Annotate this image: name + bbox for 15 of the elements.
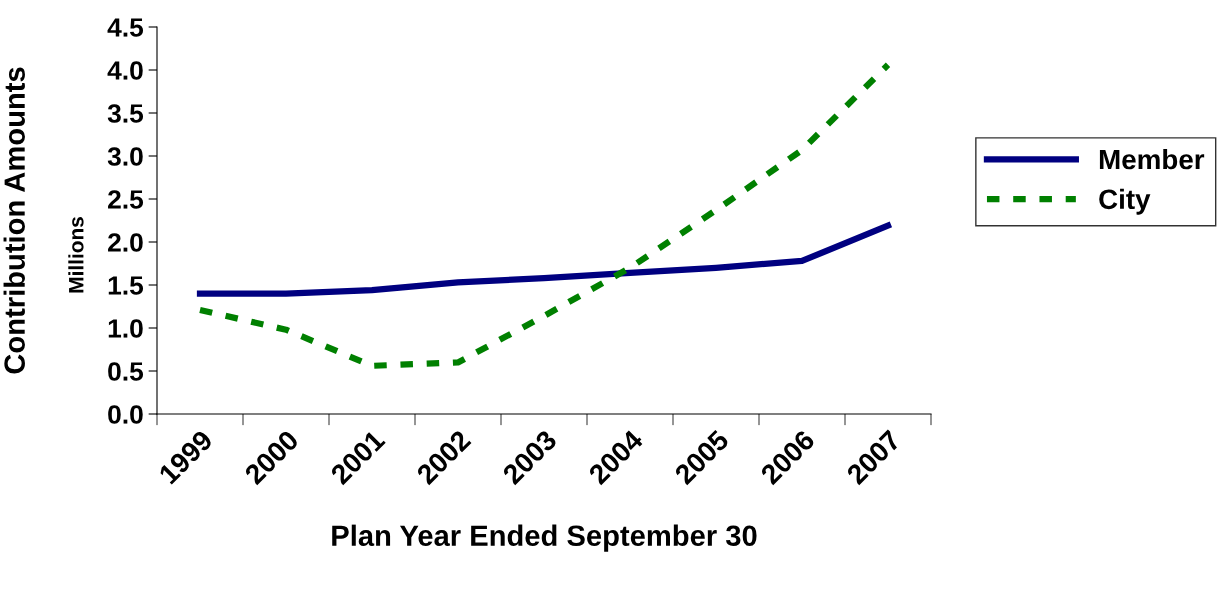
y-tick-label: 1.0 <box>108 319 143 338</box>
y-tick-label: 4.5 <box>107 18 144 37</box>
y-axis-title: Contribution Amounts <box>3 67 25 374</box>
y-tick-label: 1.5 <box>108 276 144 295</box>
y-tick-label: 3.0 <box>107 147 143 166</box>
y-tick-label: 4.0 <box>107 61 143 80</box>
x-axis-title: Plan Year Ended September 30 <box>332 524 757 552</box>
legend-label: Member <box>1099 148 1205 170</box>
y-tick-label: 2.5 <box>108 190 144 209</box>
y-tick-label: 0.0 <box>108 405 143 424</box>
y-tick-label: 0.5 <box>108 362 144 381</box>
y-tick-label: 3.5 <box>107 104 144 123</box>
y-tick-label: 2.0 <box>108 233 143 252</box>
text: Millions <box>68 217 84 293</box>
legend-label: City <box>1099 188 1151 215</box>
